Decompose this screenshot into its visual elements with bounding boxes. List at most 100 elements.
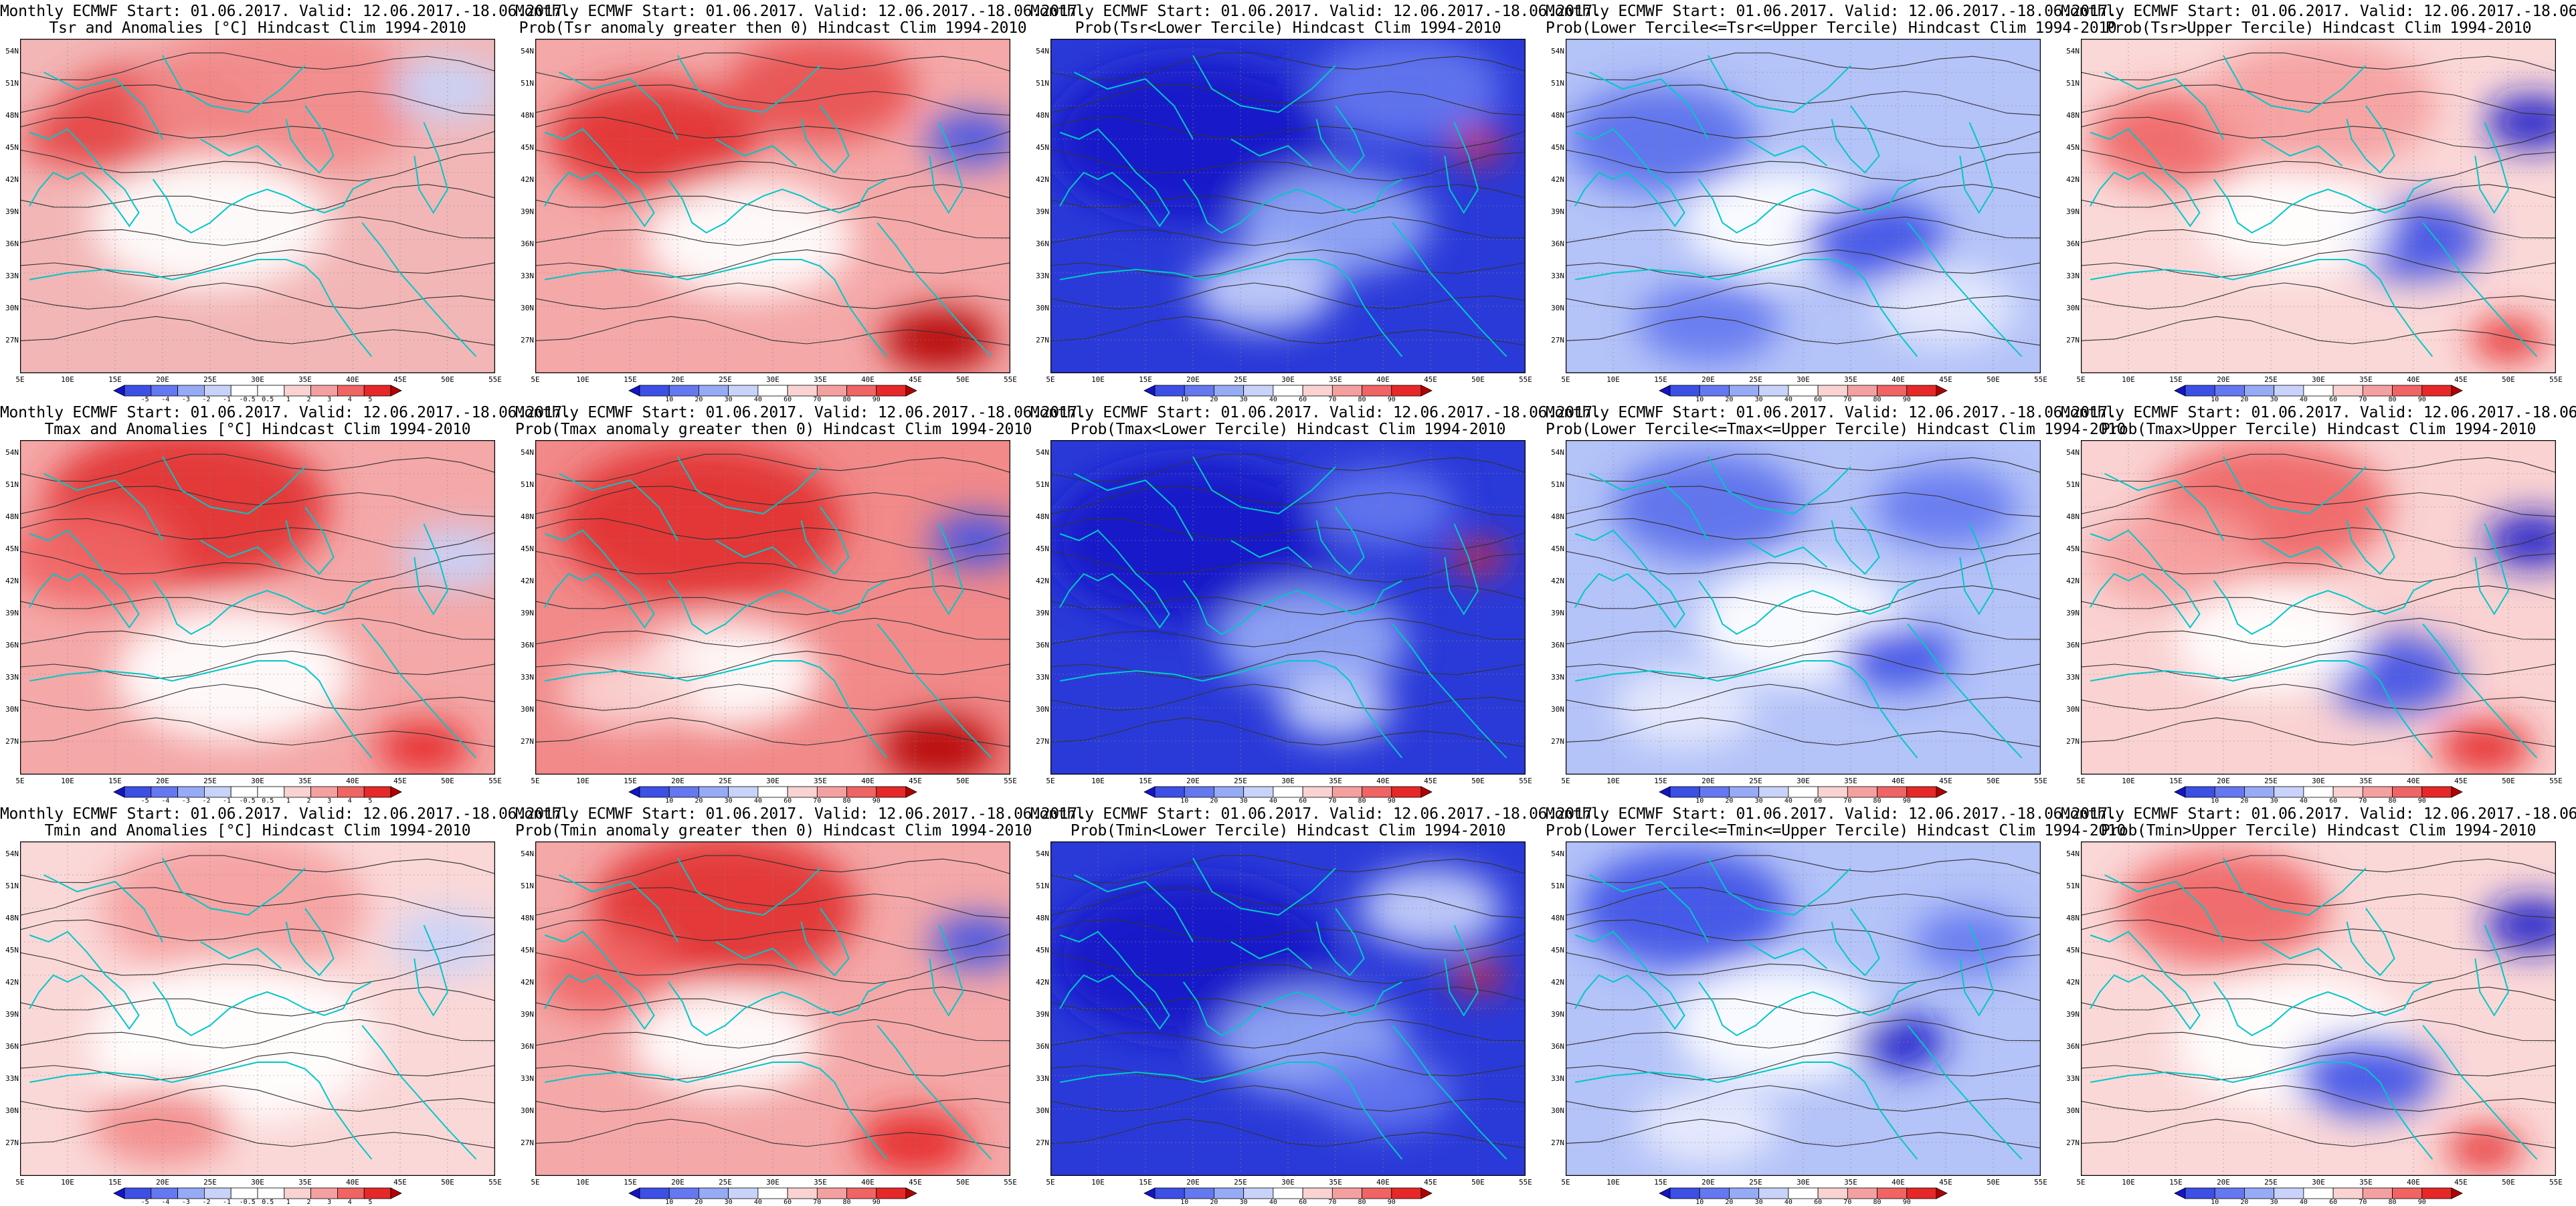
coastline <box>43 874 163 942</box>
longitude-label: 5E <box>1046 1178 1055 1187</box>
colorbar-swatch <box>1758 385 1789 397</box>
latitude-label: 30N <box>1036 705 1049 714</box>
colorbar-swatch <box>1154 385 1185 397</box>
colorbar-tick-label: -3 <box>181 1199 190 1206</box>
coastline <box>1746 138 1828 167</box>
isotherm-contour <box>1566 617 2041 647</box>
longitude-label: 5E <box>2076 375 2086 384</box>
map-panel: Monthly ECMWF Start: 01.06.2017. Valid: … <box>1030 401 1602 805</box>
coastline <box>544 930 655 1030</box>
colorbar-swatch <box>1817 1187 1848 1199</box>
isotherm-contour <box>1566 684 2041 711</box>
panel-title-line1: Monthly ECMWF Start: 01.06.2017. Valid: … <box>1030 404 1602 421</box>
colorbar <box>628 1187 917 1199</box>
colorbar-swatch <box>816 1187 847 1199</box>
colorbar-swatch <box>177 385 205 397</box>
coastline <box>29 660 373 759</box>
latitude-label: 48N <box>521 512 534 521</box>
colorbar-tick-label: -2 <box>202 797 211 805</box>
colorbar-tick-label: 80 <box>1358 1199 1366 1206</box>
anomaly-region <box>1803 199 1946 280</box>
anomaly-region <box>592 841 858 983</box>
isotherm-contour <box>20 454 495 482</box>
latitude-label: 45N <box>5 544 19 553</box>
colorbar-swatch <box>1817 385 1848 397</box>
coastline <box>413 122 449 214</box>
latitude-label: 33N <box>2066 1074 2080 1083</box>
longitude-label: 45E <box>2454 1178 2468 1187</box>
longitude-label: 55E <box>1004 777 1017 785</box>
longitude-label: 25E <box>719 375 732 384</box>
panel-title-line1: Monthly ECMWF Start: 01.06.2017. Valid: … <box>2061 805 2576 823</box>
isotherm-contour <box>1050 650 1526 680</box>
colorbar-swatch <box>1877 1187 1908 1199</box>
colorbar-swatch <box>177 1187 205 1199</box>
isotherm-contour <box>1566 987 2041 1017</box>
latitude-label: 54N <box>2066 849 2080 858</box>
colorbar-tick-label: 20 <box>1725 797 1734 805</box>
map-canvas <box>2081 841 2556 1176</box>
longitude-label: 35E <box>814 777 827 785</box>
anomaly-region <box>725 39 915 142</box>
isotherm-contour <box>1050 282 1526 310</box>
colorbar-tick-label: 30 <box>1239 1199 1248 1206</box>
colorbar-tick-label: 10 <box>665 1199 674 1206</box>
latitude-label: 36N <box>2066 239 2080 248</box>
colorbar-tick-label: 30 <box>1754 396 1763 403</box>
longitude-label: 40E <box>861 375 875 384</box>
colorbar-tick-label: -1 <box>223 396 232 403</box>
map-field <box>535 841 1010 1176</box>
isotherm-contour <box>535 1118 1010 1148</box>
colorbar-tick-label: 30 <box>1239 396 1248 403</box>
colorbar-tick-label: -4 <box>161 396 170 403</box>
longitude-label: 40E <box>861 777 875 785</box>
colorbar-swatch <box>124 385 152 397</box>
colorbar-extend-high <box>2451 385 2463 397</box>
colorbar-tick-label: 30 <box>1754 1199 1763 1206</box>
latitude-label: 54N <box>1551 849 1564 858</box>
isotherm-contour <box>20 184 495 214</box>
colorbar-tick-label: 70 <box>1328 1199 1337 1206</box>
colorbar-swatch <box>2392 786 2423 798</box>
longitude-label: 35E <box>2359 1178 2373 1187</box>
longitude-label: 10E <box>576 375 589 384</box>
longitude-label: 40E <box>1376 375 1390 384</box>
isotherm-contour <box>2081 717 2556 747</box>
latitude-label: 27N <box>521 1138 534 1147</box>
map-canvas <box>535 841 1010 1176</box>
colorbar-swatch <box>284 786 312 798</box>
longitude-label: 40E <box>346 777 359 785</box>
latitude-label: 51N <box>521 79 534 88</box>
latitude-label: 54N <box>5 849 19 858</box>
isotherm-contour <box>1566 116 2041 149</box>
longitude-label: 5E <box>1046 777 1055 785</box>
longitude-label: 40E <box>2407 777 2420 785</box>
coastline <box>152 580 372 635</box>
anomaly-region <box>1359 868 1502 948</box>
latitude-label: 27N <box>2066 1138 2080 1147</box>
latitude-label: 51N <box>5 480 19 489</box>
anomaly-region <box>1637 1086 1780 1166</box>
isotherm-contour <box>1050 1085 1526 1112</box>
isotherm-contour <box>1050 855 1526 884</box>
longitude-label: 15E <box>108 777 122 785</box>
longitude-label: 25E <box>1234 375 1247 384</box>
longitude-label: 55E <box>1519 375 1532 384</box>
colorbar-tick-label: -5 <box>141 797 149 805</box>
longitude-label: 45E <box>909 375 922 384</box>
colorbar-swatch <box>2362 1187 2393 1199</box>
coastline <box>2090 930 2201 1030</box>
coastline <box>162 858 306 916</box>
coastline <box>2261 138 2343 167</box>
coastline <box>929 924 964 1017</box>
colorbar-tick-label: 3 <box>327 396 332 403</box>
coastline <box>2104 874 2224 942</box>
map-canvas <box>1050 39 1526 373</box>
latitude-label: 48N <box>1551 512 1564 521</box>
colorbar-tick-label: 80 <box>1358 797 1366 805</box>
colorbar-tick-label: 1 <box>286 797 290 805</box>
latitude-label: 45N <box>1036 143 1049 152</box>
latitude-label: 48N <box>2066 111 2080 120</box>
map-panel: Monthly ECMWF Start: 01.06.2017. Valid: … <box>0 401 571 805</box>
latitude-label: 30N <box>521 304 534 312</box>
